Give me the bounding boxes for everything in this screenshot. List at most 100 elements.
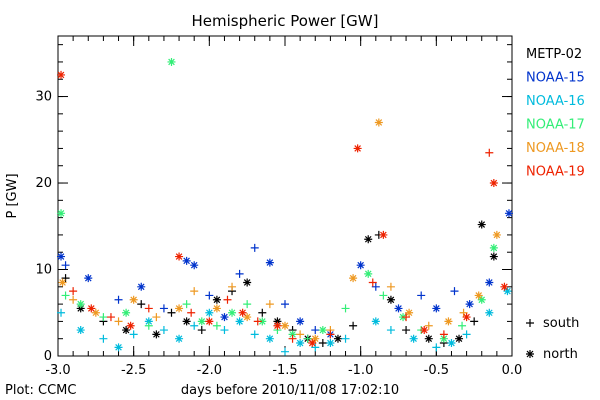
x-tick-label: -1.0 bbox=[348, 363, 373, 378]
y-axis-label: P [GW] bbox=[5, 173, 20, 218]
data-point-south bbox=[250, 330, 259, 339]
data-point-south bbox=[144, 304, 153, 313]
data-point-south bbox=[129, 330, 138, 339]
legend-entry: NOAA-15 bbox=[526, 71, 585, 86]
data-point-south bbox=[159, 304, 168, 313]
data-point-south bbox=[341, 304, 350, 313]
marker-legend-label: south bbox=[543, 316, 579, 331]
data-point-north bbox=[409, 334, 418, 343]
data-point-north bbox=[57, 70, 66, 79]
data-point-south bbox=[450, 287, 459, 296]
x-tick-label: -2.0 bbox=[197, 363, 222, 378]
data-point-south bbox=[61, 291, 70, 300]
data-point-north bbox=[500, 282, 509, 291]
data-point-north bbox=[122, 326, 131, 335]
x-axis-label: days before 2010/11/08 17:02:10 bbox=[181, 383, 399, 398]
data-point-north bbox=[76, 304, 85, 313]
legend: METP-02 NOAA-15 NOAA-16 NOAA-17 NOAA-18 NOAA-… bbox=[526, 47, 585, 362]
data-point-north bbox=[212, 295, 221, 304]
data-point-north bbox=[235, 317, 244, 326]
data-point-south bbox=[190, 287, 199, 296]
data-point-north bbox=[205, 308, 214, 317]
data-point-south bbox=[212, 321, 221, 330]
data-point-north bbox=[326, 339, 335, 348]
data-point-south bbox=[281, 300, 289, 309]
data-point-south bbox=[424, 321, 433, 330]
data-point-north bbox=[175, 252, 184, 261]
data-point-south bbox=[386, 326, 395, 335]
data-point-south bbox=[167, 308, 176, 317]
data-point-south bbox=[371, 282, 380, 291]
data-point-north bbox=[122, 308, 131, 317]
data-point-north bbox=[432, 304, 441, 313]
axis-ticks: -3.0 -2.5 -2.0 -1.5 -1.0 -0.5 0.0 0 10 20 30 bbox=[35, 36, 522, 378]
data-point-north bbox=[175, 334, 184, 343]
data-point-south bbox=[159, 326, 168, 335]
data-point-south bbox=[61, 274, 70, 283]
data-point-north bbox=[485, 308, 494, 317]
data-point-north bbox=[167, 57, 176, 66]
data-point-north bbox=[308, 339, 317, 348]
data-point-south bbox=[326, 330, 335, 339]
data-point-south bbox=[296, 330, 305, 339]
data-point-north bbox=[364, 235, 373, 244]
data-point-south bbox=[152, 313, 161, 322]
data-point-south bbox=[243, 300, 252, 309]
data-point-south bbox=[187, 308, 196, 317]
data-point-south bbox=[223, 295, 232, 304]
y-tick-label: 10 bbox=[35, 263, 52, 278]
data-point-south bbox=[402, 313, 411, 322]
data-point-south bbox=[69, 287, 78, 296]
data-point-north bbox=[238, 308, 247, 317]
data-point-north bbox=[318, 326, 327, 335]
data-point-north bbox=[394, 304, 403, 313]
data-point-north bbox=[76, 326, 85, 335]
x-tick-label: -0.5 bbox=[424, 363, 449, 378]
data-point-north bbox=[152, 330, 161, 339]
data-point-south bbox=[470, 317, 479, 326]
data-point-north bbox=[258, 317, 267, 326]
data-point-north bbox=[228, 308, 237, 317]
data-point-north bbox=[477, 295, 486, 304]
data-point-north bbox=[333, 334, 342, 343]
data-point-north bbox=[190, 261, 199, 270]
data-point-north bbox=[91, 308, 100, 317]
data-point-north bbox=[129, 295, 138, 304]
legend-entry: NOAA-19 bbox=[526, 165, 585, 180]
data-point-north bbox=[439, 334, 448, 343]
y-tick-label: 20 bbox=[35, 176, 52, 191]
data-point-north bbox=[371, 317, 380, 326]
data-point-south bbox=[417, 291, 426, 300]
data-point-north bbox=[175, 304, 184, 313]
data-point-south bbox=[341, 334, 350, 343]
data-point-north bbox=[356, 261, 365, 270]
data-point-north bbox=[273, 321, 282, 330]
data-point-north bbox=[489, 252, 498, 261]
chart-title: Hemispheric Power [GW] bbox=[192, 12, 379, 30]
data-point-north bbox=[424, 334, 433, 343]
data-point-north bbox=[465, 300, 474, 309]
data-point-north bbox=[58, 278, 67, 287]
legend-entry: METP-02 bbox=[526, 47, 582, 62]
data-point-north bbox=[296, 317, 305, 326]
y-tick-label: 0 bbox=[44, 349, 52, 364]
data-point-south bbox=[288, 334, 297, 343]
data-point-south bbox=[235, 269, 244, 278]
x-tick-label: -1.5 bbox=[272, 363, 297, 378]
data-point-south bbox=[281, 347, 289, 356]
data-point-south bbox=[386, 282, 395, 291]
data-point-north bbox=[114, 343, 123, 352]
data-point-north bbox=[492, 230, 501, 239]
data-point-north bbox=[126, 321, 135, 330]
series-noaa-16 bbox=[57, 287, 512, 356]
north-marker-icon bbox=[526, 350, 534, 358]
data-marks bbox=[57, 57, 513, 356]
data-point-north bbox=[296, 339, 305, 348]
data-point-north bbox=[212, 304, 221, 313]
data-point-north bbox=[243, 278, 252, 287]
data-point-north bbox=[265, 258, 274, 267]
data-point-south bbox=[485, 148, 494, 157]
data-point-north bbox=[273, 317, 282, 326]
data-point-north bbox=[485, 278, 494, 287]
